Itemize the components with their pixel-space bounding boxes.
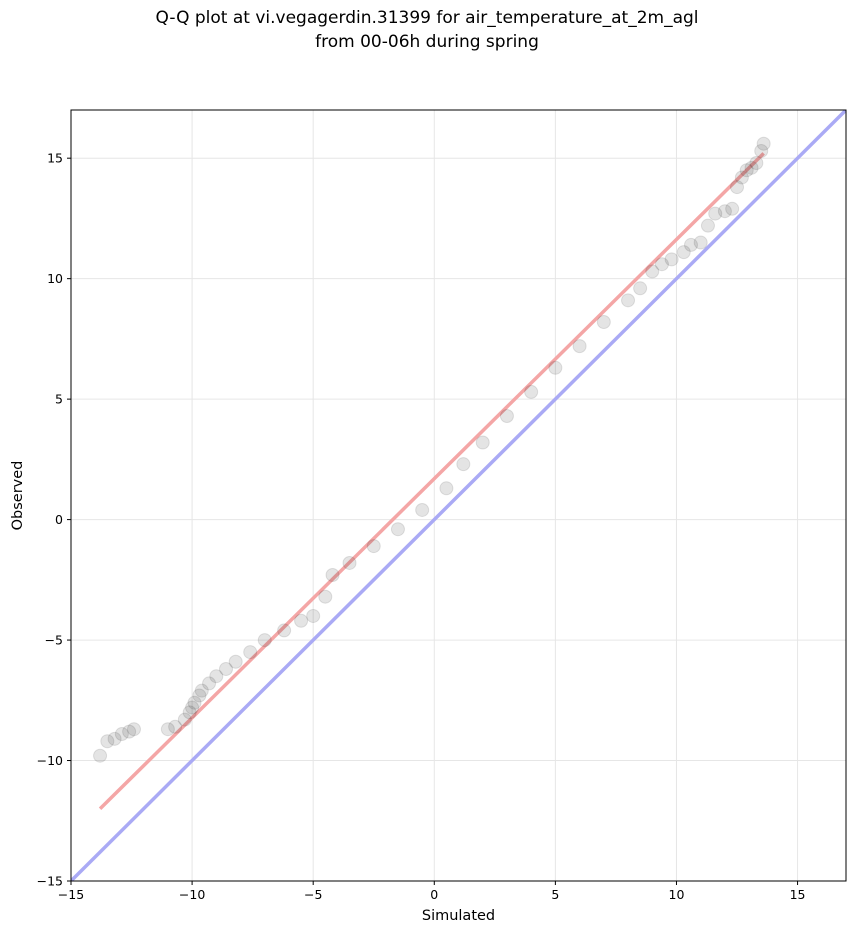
quantile-point-28: [415, 502, 430, 517]
quantile-point-53: [749, 156, 764, 171]
quantile-point-16: [219, 661, 233, 676]
fit-line: [98, 152, 765, 810]
quantile-point-36: [596, 315, 611, 330]
quantile-point-25: [342, 555, 357, 570]
quantile-point-41: [664, 252, 679, 267]
quantile-point-49: [730, 180, 745, 195]
quantile-point-17: [228, 654, 243, 669]
quantile-point-12: [192, 688, 207, 703]
quantile-point-27: [390, 522, 405, 537]
y-axis-label: Observed: [10, 461, 26, 531]
points-layer: [93, 136, 771, 763]
quantile-point-15: [209, 669, 224, 684]
x-tick-label-6: 15: [790, 887, 806, 902]
plot-frame: [70, 109, 847, 882]
quantile-point-42: [676, 245, 691, 260]
chart-title-line-2: from 00-06h during spring: [315, 32, 539, 52]
quantile-point-9: [182, 705, 197, 720]
quantile-point-48: [725, 201, 740, 216]
x-tick-label-3: 0: [430, 887, 438, 902]
quantile-point-10: [185, 700, 200, 715]
quantile-point-5: [126, 722, 141, 737]
quantile-point-38: [633, 281, 648, 296]
quantile-point-45: [700, 218, 715, 233]
y-tick-label-1: −10: [37, 753, 63, 768]
quantile-point-52: [744, 160, 759, 175]
quantile-point-3: [114, 727, 129, 742]
x-tick-label-0: −15: [58, 887, 84, 902]
x-axis-label: Simulated: [422, 908, 495, 924]
quantile-point-55: [756, 136, 771, 151]
x-tick-label-1: −10: [179, 887, 205, 902]
quantile-point-20: [277, 623, 292, 638]
identity-line: [71, 110, 846, 881]
quantile-point-2: [107, 731, 122, 746]
quantile-point-22: [306, 608, 321, 623]
x-tick-label-2: −5: [304, 887, 322, 902]
quantile-point-19: [257, 633, 272, 648]
y-tick-label-5: 10: [47, 271, 63, 286]
quantile-point-23: [318, 589, 333, 604]
ticks-layer: −15 −10 −5 0 5 10 15 −15 −10 −5 0 5 10 15: [37, 151, 806, 902]
quantile-point-47: [717, 204, 732, 219]
quantile-point-4: [122, 724, 137, 739]
quantile-point-11: [187, 695, 202, 710]
y-tick-label-2: −5: [45, 633, 63, 648]
quantile-point-35: [572, 339, 587, 354]
quantile-point-24: [325, 568, 340, 583]
quantile-point-26: [366, 539, 381, 554]
quantile-point-8: [177, 712, 192, 727]
chart-title-line-1: Q-Q plot at vi.vegagerdin.31399 for air_…: [155, 8, 699, 28]
x-tick-label-5: 10: [669, 887, 685, 902]
quantile-point-21: [294, 613, 309, 628]
lines-layer: [71, 110, 846, 881]
quantile-point-39: [645, 264, 660, 279]
y-tick-label-3: 0: [55, 512, 63, 527]
quantile-point-7: [168, 719, 183, 734]
quantile-point-50: [734, 170, 749, 185]
x-tick-label-4: 5: [551, 887, 559, 902]
quantile-point-51: [739, 163, 754, 178]
quantile-point-6: [160, 722, 175, 737]
quantile-point-29: [439, 481, 454, 496]
quantile-point-0: [93, 748, 108, 763]
quantile-point-14: [202, 676, 217, 691]
quantile-point-43: [684, 237, 698, 252]
y-tick-label-0: −15: [37, 874, 63, 889]
quantile-point-33: [524, 384, 539, 399]
quantile-point-18: [243, 645, 258, 660]
quantile-point-31: [475, 435, 490, 450]
y-tick-label-6: 15: [47, 151, 63, 166]
quantile-point-1: [100, 734, 115, 749]
quantile-point-13: [194, 683, 209, 698]
quantile-point-32: [499, 408, 514, 423]
quantile-point-34: [548, 360, 563, 375]
quantile-point-54: [754, 143, 769, 158]
quantile-point-30: [456, 457, 471, 472]
quantile-point-40: [654, 257, 669, 272]
quantile-point-44: [693, 235, 708, 250]
quantile-point-46: [708, 206, 723, 221]
quantile-point-37: [621, 293, 636, 308]
y-tick-label-4: 5: [55, 392, 63, 407]
